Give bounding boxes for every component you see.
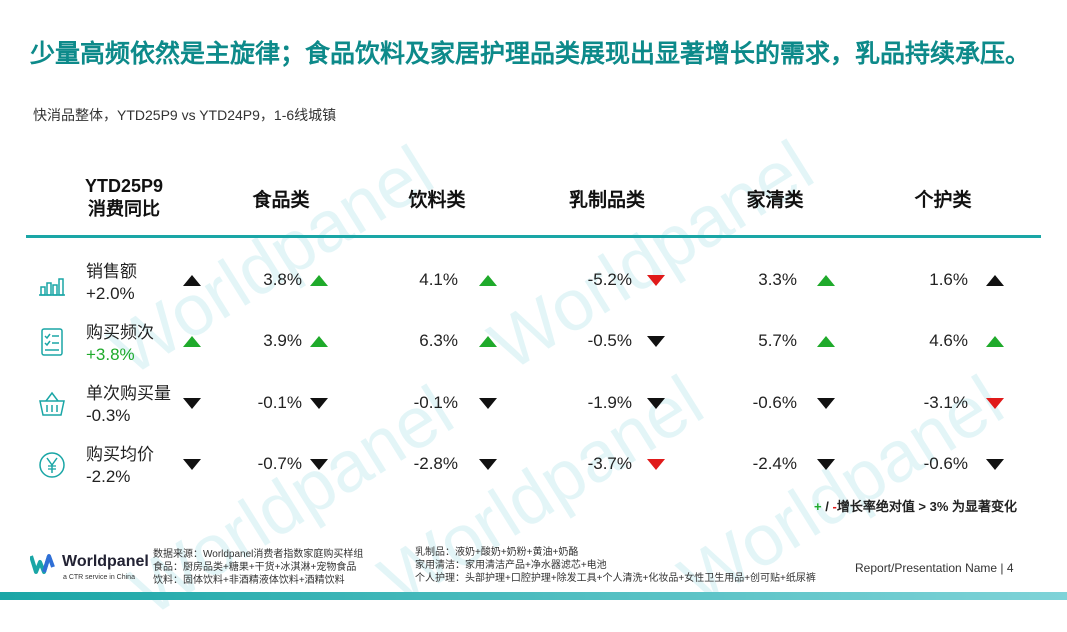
category-header-personal-care: 个护类 — [914, 190, 972, 211]
footer-note: 饮料：固体饮料+非酒精液体饮料+酒精饮料 — [153, 575, 345, 586]
header-divider — [26, 235, 1041, 238]
trend-arrow-icon — [817, 459, 835, 470]
metric-cell: -0.6% — [752, 393, 797, 412]
total-trend-arrow-icon — [183, 398, 201, 409]
trend-arrow-icon — [479, 459, 497, 470]
metric-cell: 3.3% — [758, 270, 797, 289]
trend-arrow-icon — [817, 275, 835, 286]
category-header-food: 食品类 — [252, 190, 310, 211]
category-header-home-care: 家清类 — [746, 190, 804, 211]
bar-chart-icon — [39, 278, 65, 296]
worldpanel-logo-icon — [30, 554, 55, 574]
trend-arrow-icon — [986, 336, 1004, 347]
table-header-label: YTD25P9 消费同比 — [60, 175, 188, 221]
metric-cell: -5.2% — [587, 270, 632, 289]
category-header-beverage: 饮料类 — [408, 190, 466, 211]
legend-slash: / — [825, 499, 829, 514]
page-subtitle: 快消品整体，YTD25P9 vs YTD24P9，1-6线城镇 — [33, 107, 337, 123]
metric-cell: 3.8% — [263, 270, 302, 289]
row-label-avg-price: 购买均价 — [86, 445, 154, 464]
trend-arrow-icon — [479, 275, 497, 286]
metric-cell: -2.4% — [752, 454, 797, 473]
trend-arrow-icon — [310, 398, 328, 409]
footer-note: 数据来源：Worldpanel消费者指数家庭购买样组 — [153, 549, 364, 560]
metric-cell: 4.6% — [929, 331, 968, 350]
footer-notes-left: 数据来源：Worldpanel消费者指数家庭购买样组 食品：厨房品类+糖果+干货… — [153, 548, 363, 587]
metric-cell: 6.3% — [419, 331, 458, 350]
trend-arrow-icon — [647, 398, 665, 409]
total-trend-arrow-icon — [183, 336, 201, 347]
row-total-sales: +2.0% — [86, 284, 135, 303]
metric-cell: 1.6% — [929, 270, 968, 289]
trend-arrow-icon — [647, 459, 665, 470]
row-label-sales: 销售额 — [86, 262, 137, 281]
legend-text: 增长率绝对值 > 3% 为显著变化 — [836, 499, 1018, 514]
logo-tagline: a CTR service in China — [63, 574, 135, 581]
metric-cell: -3.7% — [587, 454, 632, 473]
trend-arrow-icon — [986, 398, 1004, 409]
total-trend-arrow-icon — [183, 275, 201, 286]
metric-cell: -2.8% — [413, 454, 458, 473]
significance-legend: + / -增长率绝对值 > 3% 为显著变化 — [814, 496, 1017, 515]
metric-cell: 3.9% — [263, 331, 302, 350]
footer-notes-right: 乳制品：液奶+酸奶+奶粉+黄油+奶酪 家用清洁：家用清洁产品+净水器滤芯+电池 … — [415, 546, 816, 585]
yuan-icon — [39, 452, 65, 478]
row-total-volume-per-trip: -0.3% — [86, 406, 131, 425]
trend-arrow-icon — [310, 459, 328, 470]
logo-name: Worldpanel — [62, 553, 149, 570]
trend-arrow-icon — [647, 275, 665, 286]
total-trend-arrow-icon — [183, 459, 201, 470]
footer-note: 食品：厨房品类+糖果+干货+冰淇淋+宠物食品 — [153, 562, 357, 573]
row-total-frequency: +3.8% — [86, 345, 135, 364]
metric-cell: -0.1% — [413, 393, 458, 412]
metric-cell: 4.1% — [419, 270, 458, 289]
header-label-line1: YTD25P9 — [84, 176, 164, 196]
trend-arrow-icon — [986, 459, 1004, 470]
trend-arrow-icon — [479, 398, 497, 409]
footer-note: 个人护理：头部护理+口腔护理+除发工具+个人清洗+化妆品+女性卫生用品+创可贴+… — [415, 573, 816, 584]
trend-arrow-icon — [986, 275, 1004, 286]
row-total-avg-price: -2.2% — [86, 467, 131, 486]
metric-cell: -1.9% — [587, 393, 632, 412]
metric-cell: -0.7% — [257, 454, 302, 473]
footer-bar — [0, 592, 1067, 600]
checklist-icon — [41, 328, 63, 356]
metric-cell: -0.6% — [923, 454, 968, 473]
watermark: Worldpanel — [96, 130, 447, 392]
trend-arrow-icon — [310, 336, 328, 347]
trend-arrow-icon — [647, 336, 665, 347]
page-info: Report/Presentation Name | 4 — [855, 561, 1014, 575]
trend-arrow-icon — [310, 275, 328, 286]
trend-arrow-icon — [817, 336, 835, 347]
category-header-dairy: 乳制品类 — [568, 190, 645, 211]
row-label-frequency: 购买频次 — [86, 323, 154, 342]
metric-cell: -3.1% — [923, 393, 968, 412]
trend-arrow-icon — [479, 336, 497, 347]
row-label-volume-per-trip: 单次购买量 — [86, 384, 171, 403]
page-title: 少量高频依然是主旋律；食品饮料及家居护理品类展现出显著增长的需求，乳品持续承压。 — [30, 40, 1031, 68]
footer-note: 家用清洁：家用清洁产品+净水器滤芯+电池 — [415, 560, 607, 571]
metric-cell: -0.5% — [587, 331, 632, 350]
legend-minus: - — [832, 499, 837, 514]
basket-icon — [39, 391, 65, 416]
header-label-line2: 消费同比 — [88, 199, 160, 219]
footer-note: 乳制品：液奶+酸奶+奶粉+黄油+奶酪 — [415, 547, 579, 558]
metric-cell: -0.1% — [257, 393, 302, 412]
legend-plus: + — [814, 499, 822, 514]
trend-arrow-icon — [817, 398, 835, 409]
metric-cell: 5.7% — [758, 331, 797, 350]
